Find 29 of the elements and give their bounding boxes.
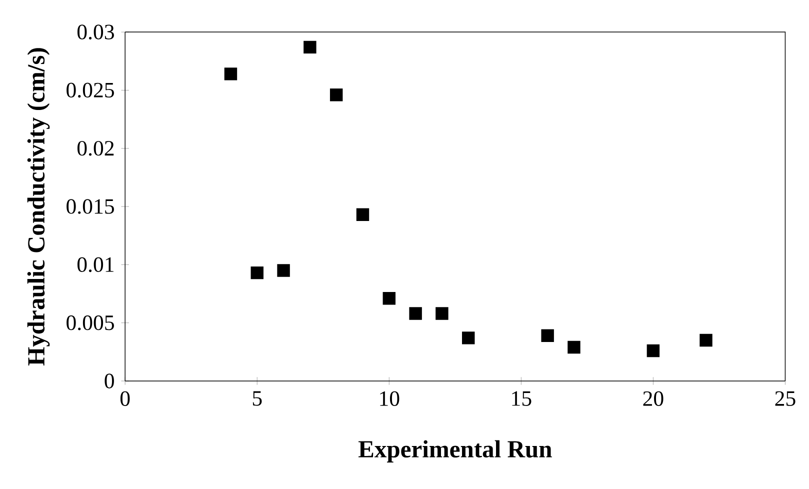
x-tick-label: 5 (252, 391, 262, 406)
point (462, 332, 475, 344)
x-tick-label: 10 (380, 391, 400, 406)
point (436, 307, 448, 320)
y-tick-label: 0.025 (66, 82, 114, 98)
y-tick-label: 0.02 (77, 140, 114, 156)
y-tick-label: 0.01 (77, 257, 114, 272)
point (646, 344, 660, 358)
point (541, 329, 554, 342)
point (356, 208, 370, 222)
point (330, 88, 343, 102)
point (304, 40, 316, 54)
x-tick-label: 15 (512, 391, 532, 406)
y-axis-title: Hydraulic Conductivity (cm/s) (27, 48, 50, 366)
point (250, 266, 264, 280)
x-axis-title: Experimental Run (358, 440, 552, 462)
point (382, 292, 396, 305)
y-tick-label: 0.005 (66, 315, 114, 330)
x-tick-label: 0 (120, 391, 130, 406)
point (224, 68, 238, 80)
point (277, 264, 290, 277)
y-tick-label: 0.015 (66, 199, 114, 214)
point (568, 340, 580, 354)
x-tick-label: 20 (643, 391, 664, 406)
y-tick-label: 0.03 (77, 24, 114, 40)
x-tick-label: 25 (775, 391, 796, 406)
point (409, 307, 422, 320)
point (700, 334, 712, 347)
y-tick-label: 0 (104, 374, 114, 388)
